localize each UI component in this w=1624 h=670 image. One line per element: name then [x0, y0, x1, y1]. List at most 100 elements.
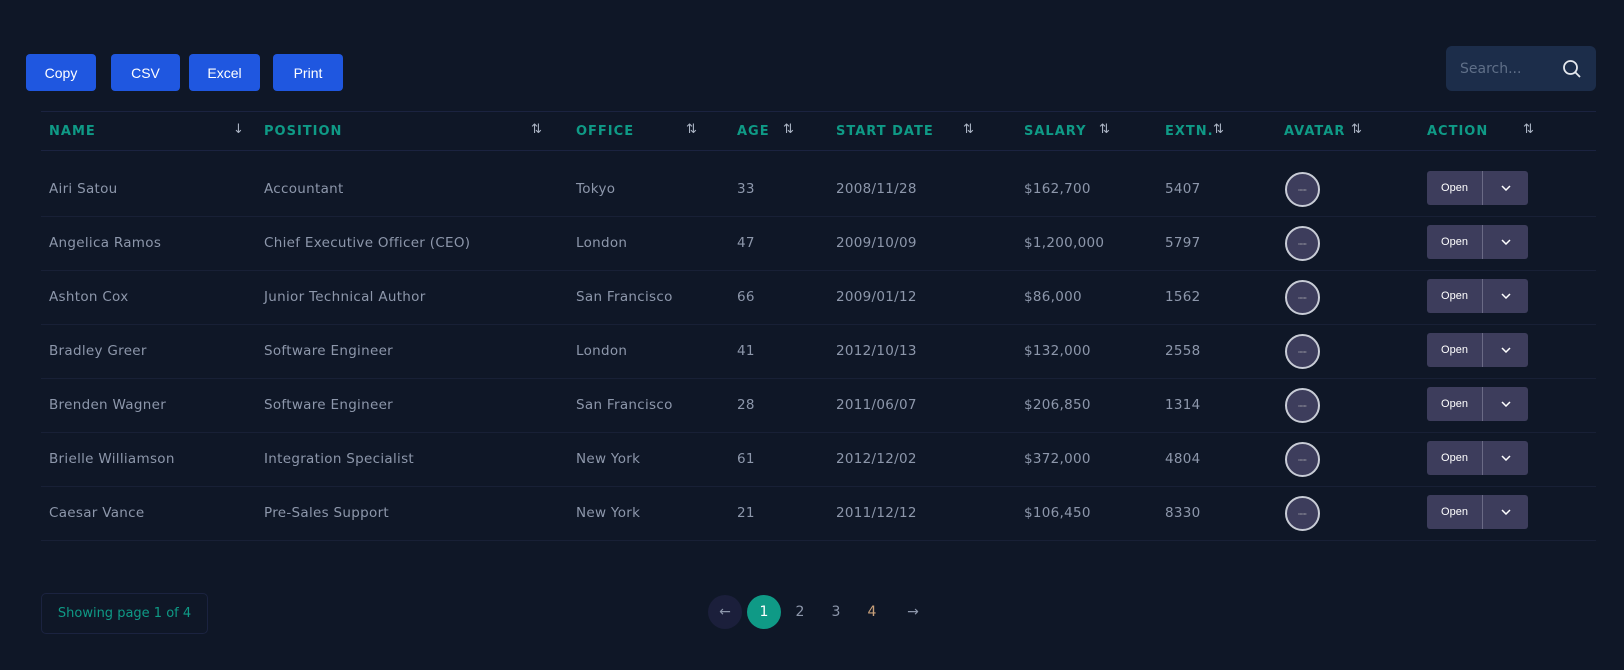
cell-office: London [576, 235, 628, 251]
open-button[interactable]: Open [1427, 279, 1483, 313]
chevron-down-icon[interactable] [1483, 441, 1528, 475]
action-split-button: Open [1427, 441, 1528, 475]
column-header-avatar[interactable]: AVATAR [1284, 124, 1346, 139]
cell-start: 2011/06/07 [836, 397, 917, 413]
search-input[interactable]: Search... [1446, 46, 1596, 91]
cell-extn: 5797 [1165, 235, 1201, 251]
cell-position: Junior Technical Author [264, 289, 426, 305]
print-button[interactable]: Print [273, 54, 343, 91]
cell-office: Tokyo [576, 181, 616, 197]
cell-salary: $206,850 [1024, 397, 1091, 413]
sort-icon[interactable]: ↓ [233, 122, 244, 137]
action-split-button: Open [1427, 495, 1528, 529]
column-header-position[interactable]: POSITION [264, 124, 343, 139]
avatar: ▫▫▫ [1285, 388, 1320, 423]
cell-position: Software Engineer [264, 343, 394, 359]
arrow-left-icon: ← [719, 604, 731, 620]
cell-age: 66 [737, 289, 755, 305]
column-header-salary[interactable]: SALARY [1024, 124, 1087, 139]
page-info: Showing page 1 of 4 [41, 593, 208, 634]
table-row: Caesar Vance Pre-Sales Support New York 21 2… [41, 487, 1596, 541]
column-header-office[interactable]: OFFICE [576, 124, 635, 139]
cell-start: 2008/11/28 [836, 181, 917, 197]
column-header-action[interactable]: ACTION [1427, 124, 1489, 139]
next-page-button[interactable]: → [896, 595, 930, 629]
cell-position: Integration Specialist [264, 451, 414, 467]
sort-icon[interactable]: ⇅ [783, 122, 794, 137]
action-split-button: Open [1427, 387, 1528, 421]
chevron-down-icon[interactable] [1483, 387, 1528, 421]
chevron-down-icon[interactable] [1483, 495, 1528, 529]
page-1-button[interactable]: 1 [747, 595, 781, 629]
table-row: Brenden Wagner Software Engineer San Franc… [41, 379, 1596, 433]
cell-position: Software Engineer [264, 397, 394, 413]
cell-office: San Francisco [576, 397, 673, 413]
cell-age: 61 [737, 451, 755, 467]
cell-age: 47 [737, 235, 755, 251]
cell-age: 41 [737, 343, 755, 359]
avatar: ▫▫▫ [1285, 334, 1320, 369]
copy-button[interactable]: Copy [26, 54, 96, 91]
table-row: Airi Satou Accountant Tokyo 33 2008/11/28 $16… [41, 163, 1596, 217]
cell-salary: $86,000 [1024, 289, 1082, 305]
sort-icon[interactable]: ⇅ [963, 122, 974, 137]
avatar: ▫▫▫ [1285, 442, 1320, 477]
sort-icon[interactable]: ⇅ [686, 122, 697, 137]
cell-position: Chief Executive Officer (CEO) [264, 235, 471, 251]
page-2-button[interactable]: 2 [795, 604, 805, 620]
action-split-button: Open [1427, 225, 1528, 259]
column-header-start-date[interactable]: START DATE [836, 124, 934, 139]
open-button[interactable]: Open [1427, 495, 1483, 529]
cell-extn: 8330 [1165, 505, 1201, 521]
cell-extn: 1562 [1165, 289, 1201, 305]
avatar: ▫▫▫ [1285, 496, 1320, 531]
page-4-button[interactable]: 4 [867, 604, 877, 620]
open-button[interactable]: Open [1427, 225, 1483, 259]
open-button[interactable]: Open [1427, 333, 1483, 367]
page-3-button[interactable]: 3 [831, 604, 841, 620]
cell-age: 28 [737, 397, 755, 413]
cell-name: Angelica Ramos [49, 235, 162, 251]
sort-icon[interactable]: ⇅ [1213, 122, 1224, 137]
cell-salary: $372,000 [1024, 451, 1091, 467]
avatar: ▫▫▫ [1285, 280, 1320, 315]
cell-start: 2012/12/02 [836, 451, 917, 467]
chevron-down-icon[interactable] [1483, 171, 1528, 205]
column-header-extn[interactable]: EXTN. [1165, 124, 1214, 139]
cell-extn: 1314 [1165, 397, 1201, 413]
avatar: ▫▫▫ [1285, 172, 1320, 207]
cell-start: 2012/10/13 [836, 343, 917, 359]
table-header: NAME ↓ POSITION ⇅ OFFICE ⇅ AGE ⇅ START DATE ⇅ SALA… [41, 111, 1596, 151]
action-split-button: Open [1427, 333, 1528, 367]
excel-button[interactable]: Excel [189, 54, 260, 91]
chevron-down-icon[interactable] [1483, 279, 1528, 313]
open-button[interactable]: Open [1427, 387, 1483, 421]
sort-icon[interactable]: ⇅ [1523, 122, 1534, 137]
sort-icon[interactable]: ⇅ [1099, 122, 1110, 137]
cell-age: 33 [737, 181, 755, 197]
sort-icon[interactable]: ⇅ [531, 122, 542, 137]
cell-name: Bradley Greer [49, 343, 147, 359]
cell-salary: $132,000 [1024, 343, 1091, 359]
open-button[interactable]: Open [1427, 171, 1483, 205]
cell-start: 2009/01/12 [836, 289, 917, 305]
cell-age: 21 [737, 505, 755, 521]
csv-button[interactable]: CSV [111, 54, 180, 91]
prev-page-button[interactable]: ← [708, 595, 742, 629]
cell-position: Pre-Sales Support [264, 505, 390, 521]
avatar: ▫▫▫ [1285, 226, 1320, 261]
table-row: Bradley Greer Software Engineer London 41 20… [41, 325, 1596, 379]
chevron-down-icon[interactable] [1483, 333, 1528, 367]
table-row: Ashton Cox Junior Technical Author San Fra… [41, 271, 1596, 325]
search-icon[interactable] [1562, 59, 1582, 79]
column-header-age[interactable]: AGE [737, 124, 770, 139]
column-header-name[interactable]: NAME [49, 124, 96, 139]
cell-extn: 2558 [1165, 343, 1201, 359]
open-button[interactable]: Open [1427, 441, 1483, 475]
chevron-down-icon[interactable] [1483, 225, 1528, 259]
cell-extn: 5407 [1165, 181, 1201, 197]
cell-office: San Francisco [576, 289, 673, 305]
cell-office: New York [576, 451, 641, 467]
sort-icon[interactable]: ⇅ [1351, 122, 1362, 137]
cell-name: Airi Satou [49, 181, 118, 197]
